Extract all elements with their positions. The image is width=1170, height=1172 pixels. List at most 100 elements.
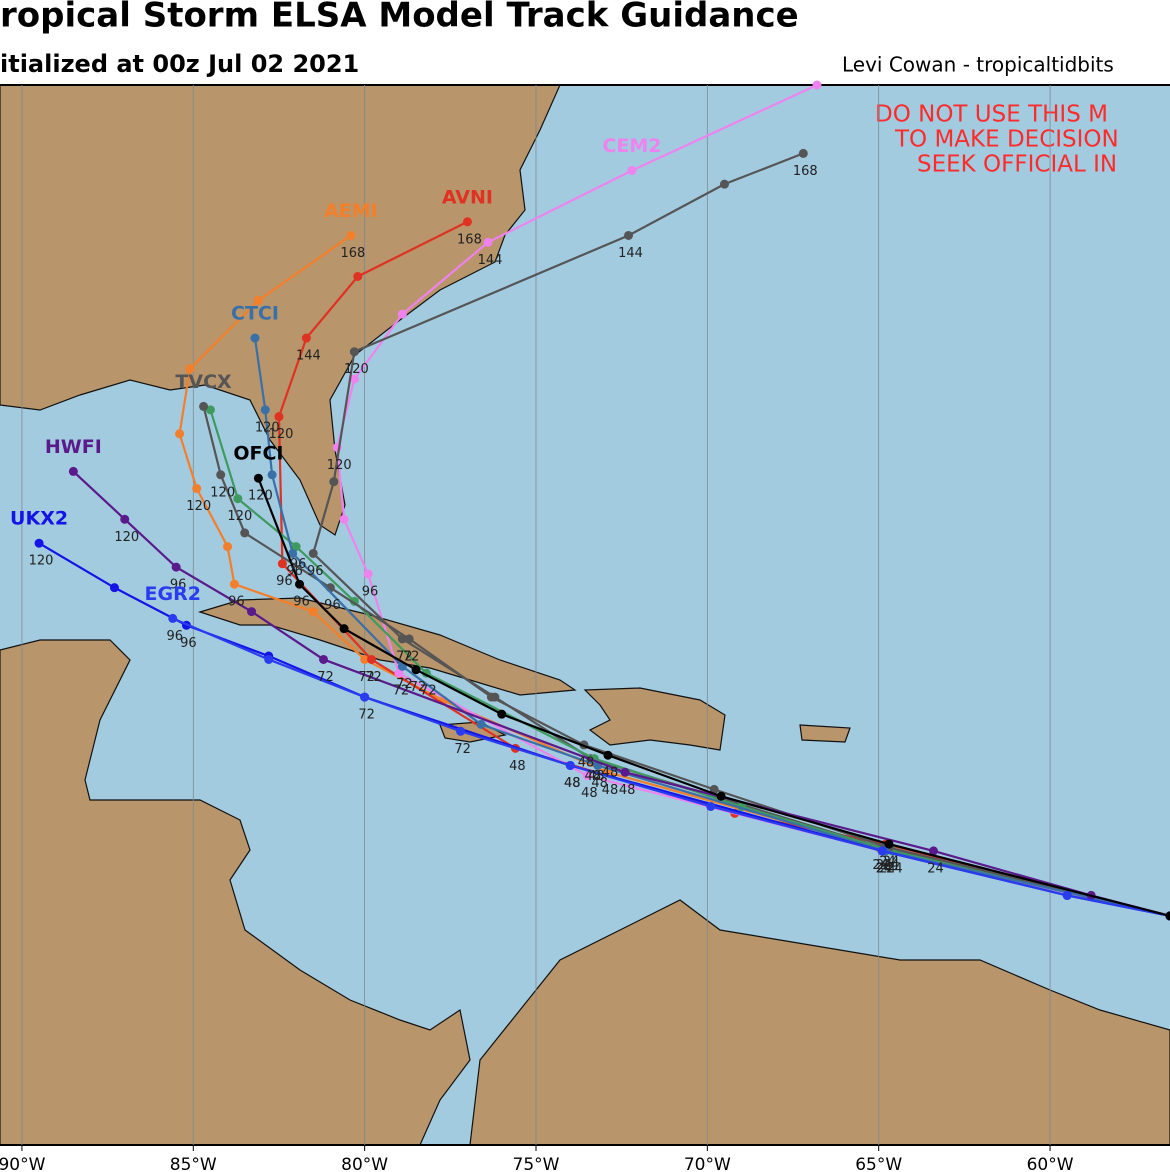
disclaimer: TO MAKE DECISION bbox=[894, 127, 1119, 153]
track-point bbox=[175, 429, 185, 439]
forecast-hour: 24 bbox=[876, 858, 893, 873]
south-america bbox=[469, 899, 1170, 1146]
track-point bbox=[223, 542, 233, 552]
forecast-hour: 48 bbox=[588, 769, 605, 784]
forecast-hour: 48 bbox=[585, 769, 602, 784]
track-point bbox=[620, 767, 630, 777]
forecast-hour: 48 bbox=[564, 776, 581, 791]
forecast-hour: 48 bbox=[602, 766, 619, 781]
forecast-hour: 168 bbox=[793, 164, 818, 179]
forecast-hour: 144 bbox=[478, 253, 503, 268]
forecast-hour: 24 bbox=[886, 861, 903, 876]
track-point bbox=[456, 726, 466, 736]
track-point bbox=[404, 634, 414, 644]
track-point bbox=[627, 165, 637, 175]
x-tick-label: 60°W bbox=[1027, 1155, 1074, 1172]
forecast-hour: 48 bbox=[591, 776, 608, 791]
track-point bbox=[366, 654, 376, 664]
x-tick-label: 70°W bbox=[684, 1155, 731, 1172]
track-point bbox=[346, 230, 356, 240]
track-point bbox=[277, 559, 287, 569]
model-label: OFCI bbox=[233, 443, 283, 465]
model-label: CTCI bbox=[231, 303, 279, 325]
track-point bbox=[229, 579, 239, 589]
forecast-hour: 24 bbox=[883, 855, 900, 870]
forecast-hour: 120 bbox=[29, 554, 54, 569]
track-point bbox=[884, 839, 894, 849]
track-point bbox=[233, 494, 243, 504]
forecast-hour: 96 bbox=[293, 595, 310, 610]
track-point bbox=[476, 719, 486, 729]
track-point bbox=[411, 665, 421, 675]
forecast-hour: 96 bbox=[166, 629, 183, 644]
track-point bbox=[719, 179, 729, 189]
x-tick-label: 75°W bbox=[513, 1155, 560, 1172]
forecast-hour: 24 bbox=[876, 861, 893, 876]
track-point bbox=[288, 548, 298, 558]
forecast-hour: 24 bbox=[879, 855, 896, 870]
track-point bbox=[264, 654, 274, 664]
track-point bbox=[301, 333, 311, 343]
x-tick-label: 65°W bbox=[855, 1155, 902, 1172]
track-point bbox=[349, 374, 359, 384]
track-point bbox=[250, 333, 260, 343]
model-label: AVNI bbox=[442, 186, 493, 208]
forecast-hour: 24 bbox=[927, 861, 944, 876]
land bbox=[0, 84, 1170, 1146]
track bbox=[336, 84, 1170, 917]
forecast-hour: 96 bbox=[362, 584, 379, 599]
forecast-hour: 120 bbox=[255, 420, 280, 435]
model-label: CEM2 bbox=[602, 135, 661, 157]
forecast-hour: 72 bbox=[454, 742, 471, 757]
forecast-hour: 120 bbox=[269, 427, 294, 442]
track-point bbox=[339, 624, 349, 634]
track-point bbox=[192, 483, 202, 493]
forecast-hour: 120 bbox=[114, 530, 139, 545]
forecast-hour: 48 bbox=[602, 783, 619, 798]
track-point bbox=[185, 364, 195, 374]
track-point bbox=[291, 542, 301, 552]
north-america bbox=[0, 84, 561, 536]
track-point bbox=[34, 538, 44, 548]
forecast-hour: 72 bbox=[396, 677, 413, 692]
forecast-hour: 24 bbox=[883, 858, 900, 873]
model-label: EGR2 bbox=[145, 583, 201, 605]
track-point bbox=[394, 668, 404, 678]
forecast-hour: 96 bbox=[276, 574, 293, 589]
forecast-hour: 96 bbox=[286, 564, 303, 579]
track-point bbox=[168, 613, 178, 623]
forecast-hour: 120 bbox=[327, 458, 352, 473]
x-tick-label: 85°W bbox=[170, 1155, 217, 1172]
track-point bbox=[716, 791, 726, 801]
forecast-hour: 72 bbox=[403, 649, 420, 664]
model-label: AEMI bbox=[324, 200, 378, 222]
track-point bbox=[624, 230, 634, 240]
forecast-hour: 48 bbox=[619, 783, 636, 798]
forecast-hour: 72 bbox=[317, 670, 334, 685]
forecast-hour: 144 bbox=[618, 246, 643, 261]
track-point bbox=[929, 846, 939, 856]
model-label: HWFI bbox=[45, 436, 102, 458]
track-point bbox=[462, 217, 472, 227]
track-point bbox=[360, 692, 370, 702]
track-point bbox=[360, 654, 370, 664]
forecast-hour: 168 bbox=[457, 232, 482, 247]
model-label: UKX2 bbox=[10, 508, 68, 530]
track-point bbox=[798, 148, 808, 158]
forecast-hour: 144 bbox=[296, 349, 321, 364]
track-point bbox=[199, 401, 209, 411]
track-point bbox=[339, 514, 349, 524]
disclaimer: DO NOT USE THIS M bbox=[875, 102, 1108, 128]
disclaimer: SEEK OFFICIAL IN bbox=[917, 152, 1117, 178]
forecast-hour: 24 bbox=[876, 861, 893, 876]
track-point bbox=[565, 760, 575, 770]
track-point bbox=[319, 654, 329, 664]
track-point bbox=[253, 295, 263, 305]
forecast-hour: 72 bbox=[396, 649, 413, 664]
track-point bbox=[363, 569, 373, 579]
x-tick-label: 90°W bbox=[0, 1155, 46, 1172]
forecast-hour: 72 bbox=[410, 680, 427, 695]
forecast-hour: 168 bbox=[341, 246, 366, 261]
